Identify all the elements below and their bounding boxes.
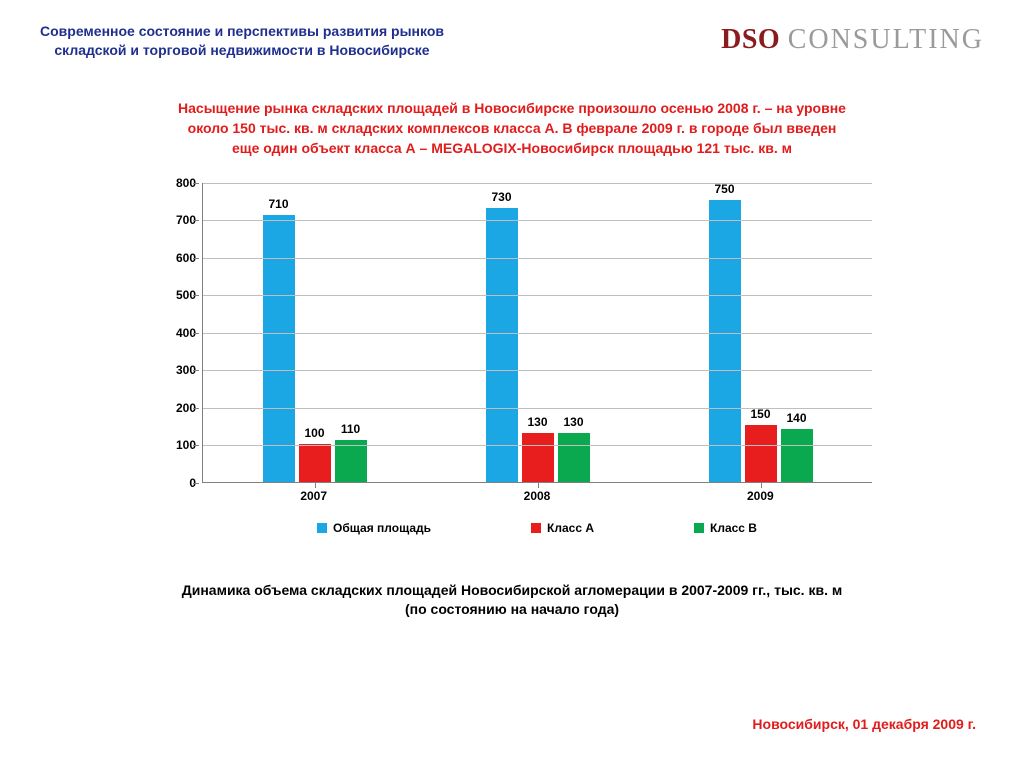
bar: 130 [558,433,590,482]
bar: 730 [486,208,518,482]
legend-swatch [694,523,704,533]
legend-label: Класс В [710,521,757,535]
bar-value: 110 [341,422,360,436]
legend-item: Класс В [694,521,757,535]
legend-label: Класс А [547,521,594,535]
footer-date: Новосибирск, 01 декабря 2009 г. [752,716,976,732]
gridline [203,258,872,259]
y-tick [193,183,199,184]
bars: 710100110 [263,215,367,481]
title-line-1: Современное состояние и перспективы разв… [40,23,444,39]
y-tick [193,333,199,334]
x-tick [315,482,317,488]
bar: 140 [781,429,813,482]
subtitle: Насыщение рынка складских площадей в Нов… [72,98,952,159]
y-tick [193,445,199,446]
gridline [203,220,872,221]
legend-item: Общая площадь [317,521,431,535]
y-tick [193,483,199,484]
bars: 730130130 [486,208,590,482]
bar-value: 130 [563,415,583,429]
y-tick [193,258,199,259]
y-tick [193,370,199,371]
bars: 750150140 [709,200,813,481]
bar-value: 750 [714,182,734,196]
gridline [203,445,872,446]
bar: 100 [299,444,331,482]
bar-value: 730 [491,190,511,204]
legend-label: Общая площадь [333,521,431,535]
bar-chart: 0100200300400500600700800 71010011073013… [152,183,872,535]
logo-part1: DSO [721,24,780,55]
y-axis-labels: 0100200300400500600700800 [152,183,196,483]
logo: DSO CONSULTING [721,22,984,56]
bar-value: 710 [268,197,288,211]
bar-value: 100 [304,426,324,440]
gridline [203,183,872,184]
legend-item: Класс А [531,521,594,535]
y-tick [193,408,199,409]
bar-value: 150 [750,407,770,421]
y-tick [193,220,199,221]
y-tick [193,295,199,296]
gridline [203,408,872,409]
gridline [203,333,872,334]
legend-swatch [317,523,327,533]
bar: 750 [709,200,741,481]
title-line-2: складской и торговой недвижимости в Ново… [54,42,429,58]
bar-value: 130 [527,415,547,429]
gridline [203,295,872,296]
header: Современное состояние и перспективы разв… [0,0,1024,60]
x-tick [538,482,540,488]
bar: 130 [522,433,554,482]
plot-area: 710100110730130130750150140 [202,183,872,483]
bar: 710 [263,215,295,481]
logo-part2: CONSULTING [788,24,984,55]
legend-swatch [531,523,541,533]
bar: 150 [745,425,777,481]
page-title: Современное состояние и перспективы разв… [40,22,444,60]
bar: 110 [335,440,367,481]
legend: Общая площадь Класс А Класс В [202,521,872,535]
x-tick [761,482,763,488]
bar-value: 140 [786,411,806,425]
gridline [203,370,872,371]
chart-caption: Динамика объема складских площадей Новос… [62,581,962,620]
